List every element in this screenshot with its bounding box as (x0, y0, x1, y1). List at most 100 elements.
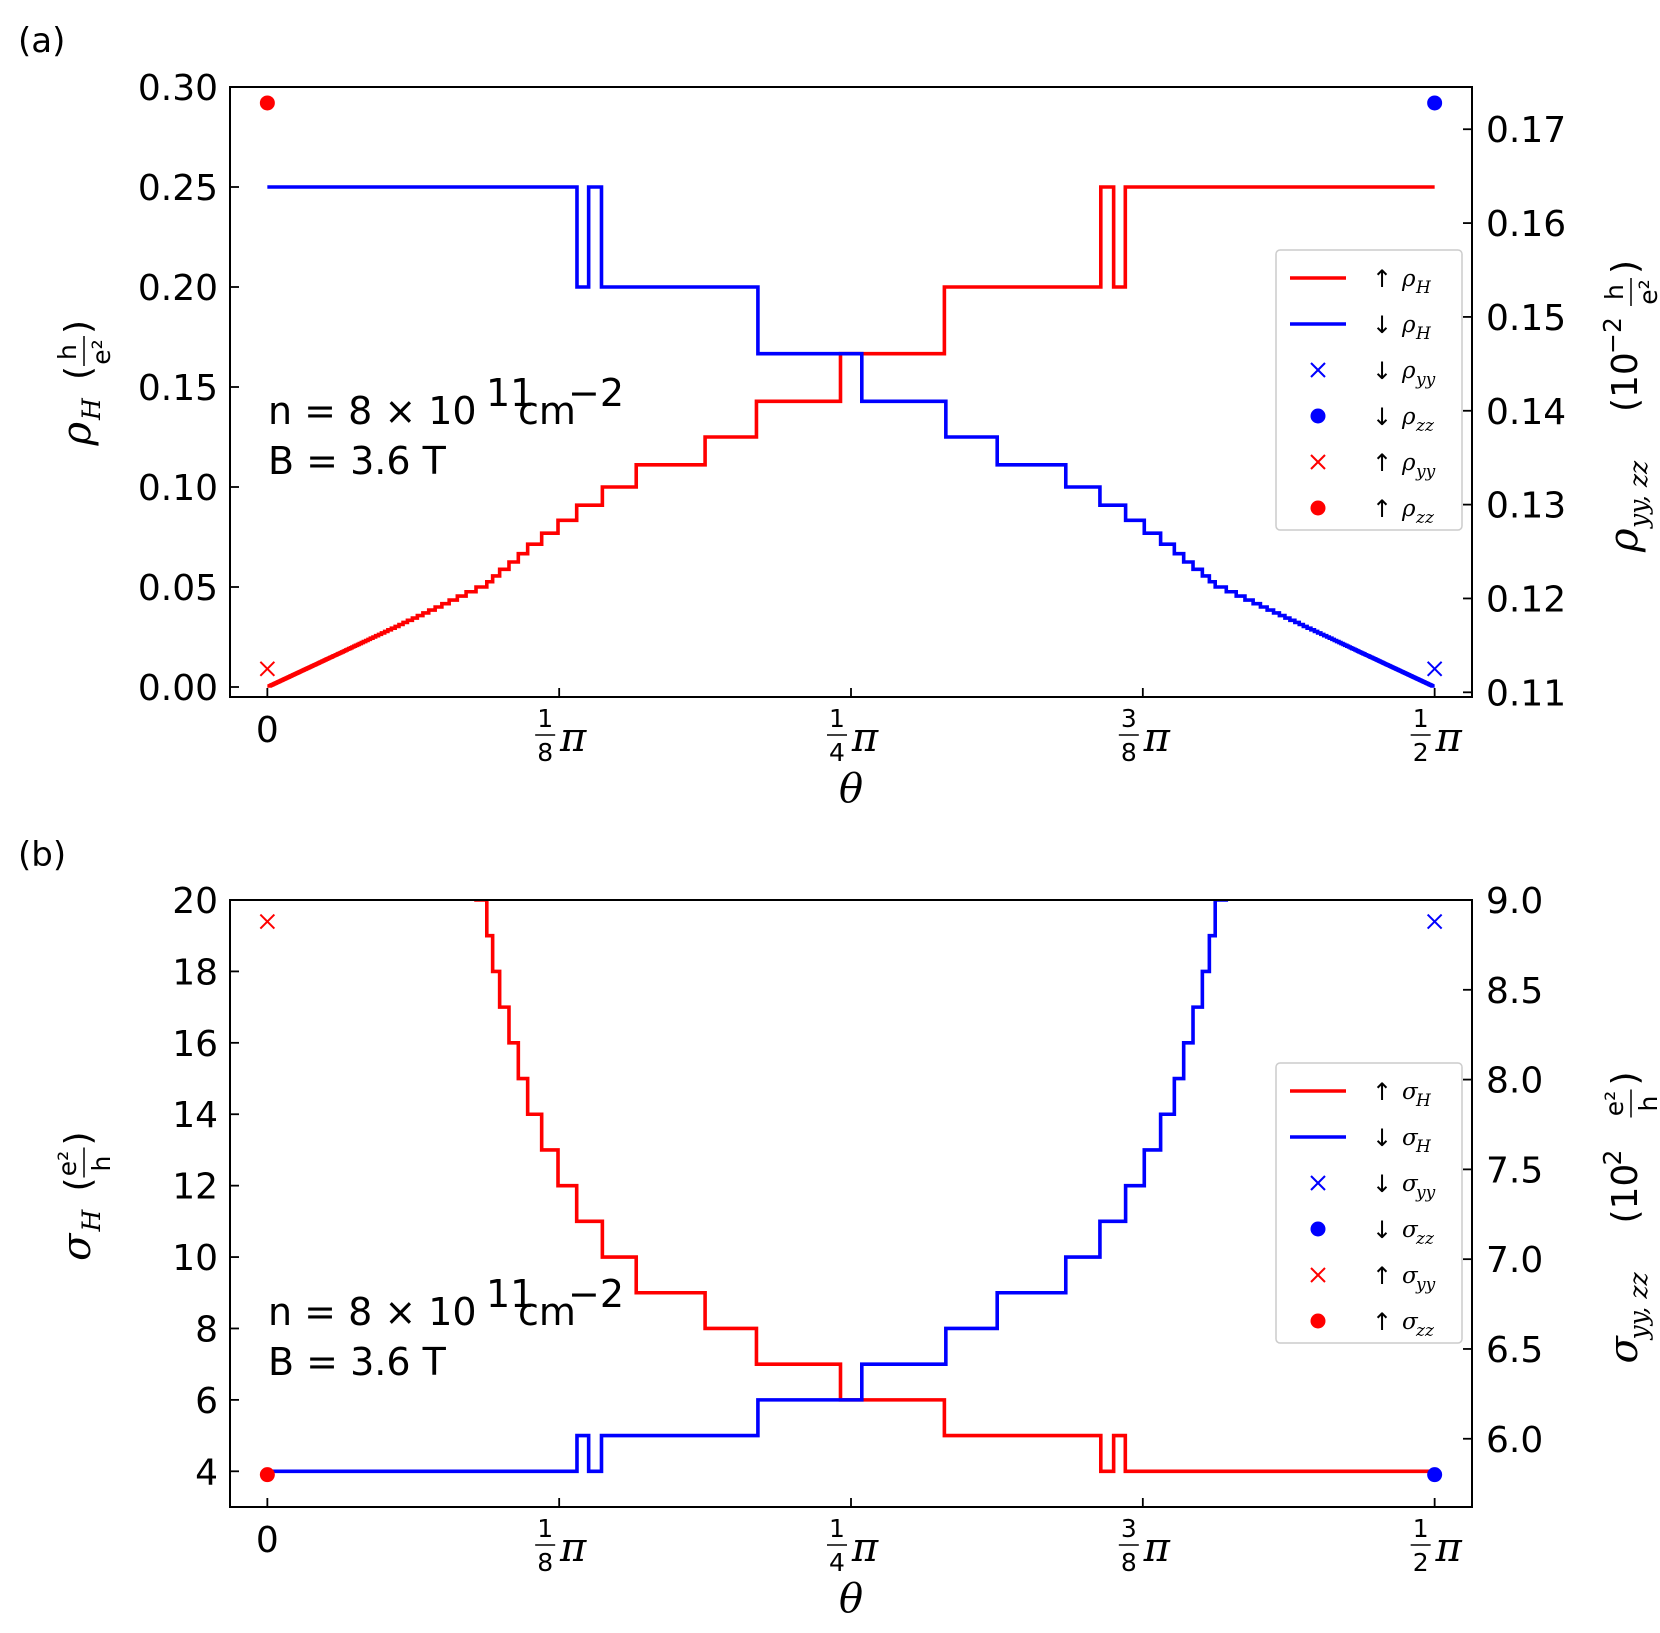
y-label-symbol: σ (54, 1232, 100, 1261)
legend-item: ↑ σH (1290, 1078, 1432, 1111)
x-tick-label: 1 2 π (1410, 704, 1462, 767)
x-tick-num: 3 (1121, 1514, 1137, 1543)
marker-x-4 (259, 661, 276, 677)
x-tick-den: 8 (1121, 1548, 1137, 1577)
marker-x-2 (1426, 913, 1443, 930)
x-tick-num: 1 (829, 1514, 845, 1543)
x-tick-num: 1 (537, 1514, 553, 1543)
series-line-1 (267, 900, 1229, 1474)
y-label-paren: ) (58, 1131, 99, 1145)
y2-tick-label: 0.13 (1486, 486, 1566, 527)
y2-tick-label: 0.15 (1486, 298, 1566, 339)
legend-arrow: ↑ (1372, 449, 1392, 477)
y2-label-paren: ) (1605, 1071, 1646, 1085)
annotation-density: n = 8 × 10 (268, 1290, 477, 1334)
y2-label-unit-den: h (1634, 1096, 1660, 1112)
y2-tick-label: 6.0 (1486, 1420, 1543, 1461)
legend-symbol: σ (1402, 1125, 1419, 1151)
legend-symbol: ρ (1401, 358, 1416, 384)
x-tick-den: 4 (829, 738, 845, 767)
y-tick-label: 6 (195, 1381, 218, 1422)
legend-symbol: σ (1402, 1079, 1419, 1105)
legend-swatch-dot (1310, 1221, 1326, 1237)
y-tick-label: 0.15 (138, 368, 218, 409)
legend-item: ↓ ρ H (1290, 311, 1432, 344)
y2-tick-label: 0.17 (1486, 110, 1566, 151)
legend-swatch-x (1310, 1267, 1326, 1283)
x-tick-den: 8 (537, 1548, 553, 1577)
y-label-unit-num: e² (53, 1151, 82, 1176)
x-tick-num: 1 (829, 704, 845, 733)
x-tick-den: 8 (537, 738, 553, 767)
annotation-exp2: −2 (568, 371, 624, 415)
series-line-0 (267, 185, 1435, 688)
y-label-paren: ( (58, 366, 99, 380)
x-tick-pi: π (1143, 715, 1171, 761)
legend-swatch-dot (1310, 408, 1326, 424)
x-tick-label: 0 (256, 710, 279, 751)
marker-dot-3 (1427, 1467, 1443, 1483)
annotation-field: B = 3.6 T (268, 439, 447, 483)
x-tick-pi: π (1434, 1525, 1462, 1571)
marker-dot-5 (259, 1467, 275, 1483)
y2-label-symbol: ρ (1601, 528, 1647, 553)
legend-symbol: σ (1402, 1217, 1419, 1243)
chart-panel-a: (a) 0.00 0.05 0.10 0.15 0.20 0.25 0.30 0.11 0.12 0… (18, 21, 1660, 812)
legend-swatch-x (1310, 454, 1326, 470)
plot-area (267, 185, 1435, 688)
legend-item: ↓ σyy (1310, 1170, 1436, 1203)
legend-symbol: ρ (1401, 312, 1416, 338)
marker-dot-3 (1427, 95, 1443, 111)
annotation-density: n = 8 × 10 (268, 389, 477, 433)
series-line-1 (267, 185, 1435, 688)
legend-swatch-x (1310, 1175, 1326, 1191)
marker-x-2 (1426, 661, 1443, 677)
y-label-symbol: ρ (54, 422, 100, 447)
y-label-sub: H (77, 397, 106, 421)
y2-label-paren: ( (1605, 398, 1646, 412)
legend-arrow: ↑ (1372, 495, 1392, 523)
x-tick-pi: π (559, 715, 587, 761)
x-tick-den: 4 (829, 1548, 845, 1577)
plot-area (267, 900, 1435, 1474)
legend-sub: H (1415, 324, 1432, 344)
y2-label-paren: ) (1605, 260, 1646, 274)
y2-label-unit-pre: 10 (1605, 352, 1646, 398)
legend-arrow: ↓ (1372, 1124, 1392, 1152)
y-tick-label: 12 (172, 1167, 218, 1208)
y-tick-label: 0.25 (138, 168, 218, 209)
legend-symbol: ρ (1401, 496, 1416, 522)
legend-box (1275, 1062, 1463, 1344)
marker-dot-5 (259, 95, 275, 111)
legend-swatch-x (1310, 362, 1326, 378)
y-tick-label: 0.30 (138, 68, 218, 109)
legend-symbol: ρ (1401, 404, 1416, 430)
legend-swatch-dot (1310, 500, 1326, 516)
y-label-sub: H (77, 1209, 106, 1233)
y2-label-unit-den: e² (1634, 279, 1660, 304)
legend-symbol: σ (1402, 1171, 1419, 1197)
legend-arrow: ↓ (1372, 1170, 1392, 1198)
x-tick-label: 1 8 π (535, 1514, 587, 1577)
legend-symbol: σ (1402, 1263, 1419, 1289)
legend-arrow: ↑ (1372, 1078, 1392, 1106)
y-tick-label: 8 (195, 1309, 218, 1350)
legend-item: ↓ ρ yy (1310, 357, 1436, 390)
annotation-exp2: −2 (568, 1272, 624, 1316)
x-tick-den: 8 (1121, 738, 1137, 767)
legend-item: ↑ ρ zz (1310, 495, 1435, 528)
legend-item: ↑ σyy (1310, 1262, 1436, 1295)
legend-sub: yy (1415, 1183, 1436, 1203)
legend-item: ↑ ρ yy (1310, 449, 1436, 482)
x-tick-den: 2 (1413, 738, 1429, 767)
legend-sub: yy (1415, 1275, 1436, 1295)
legend-sub: zz (1415, 1321, 1435, 1341)
annotation-unit: cm (518, 389, 576, 433)
legend: ↑ ρ H↓ ρ H↓ ρ yy↓ ρ zz↑ ρ yy↑ ρ zz (1275, 249, 1463, 531)
y2-tick-label: 9.0 (1486, 881, 1543, 922)
y2-label-unit-num: e² (1600, 1091, 1629, 1116)
legend-arrow: ↓ (1372, 311, 1392, 339)
annotation-exp: 11 (486, 1272, 534, 1316)
